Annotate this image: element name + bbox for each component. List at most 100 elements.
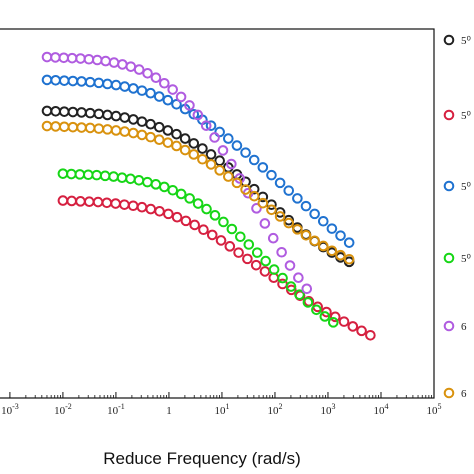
data-point bbox=[209, 132, 220, 143]
data-point bbox=[248, 154, 260, 166]
data-point bbox=[41, 51, 53, 63]
data-point bbox=[300, 229, 312, 241]
x-tick-label: 101 bbox=[214, 402, 229, 417]
data-point bbox=[136, 85, 148, 96]
data-point bbox=[243, 239, 255, 250]
data-point bbox=[110, 79, 122, 91]
x-tick-label: 10-3 bbox=[1, 402, 19, 417]
data-point bbox=[154, 205, 165, 217]
data-point bbox=[319, 311, 331, 322]
data-point bbox=[58, 75, 70, 86]
legend-label: 5⁰ bbox=[461, 35, 472, 47]
data-point bbox=[58, 121, 70, 133]
data-point bbox=[226, 158, 237, 170]
data-point bbox=[217, 145, 229, 156]
x-tick-label: 105 bbox=[427, 402, 442, 417]
data-point bbox=[91, 169, 103, 181]
data-point bbox=[153, 134, 165, 145]
data-point bbox=[215, 235, 227, 246]
data-point bbox=[188, 149, 200, 160]
data-point bbox=[259, 218, 271, 229]
x-axis-ticks: 10-3 10-2 10-1 1 101 102 103 104 105 bbox=[1, 392, 442, 417]
data-point bbox=[41, 74, 53, 86]
data-point bbox=[205, 120, 217, 131]
legend-marker bbox=[443, 180, 455, 192]
data-point bbox=[159, 77, 170, 89]
data-point bbox=[119, 81, 131, 92]
data-point bbox=[285, 281, 297, 292]
data-point bbox=[180, 215, 192, 227]
data-point bbox=[347, 321, 359, 332]
data-point bbox=[117, 59, 128, 70]
data-point bbox=[66, 52, 78, 64]
data-point bbox=[76, 107, 87, 118]
data-point bbox=[223, 133, 234, 144]
data-point bbox=[224, 241, 236, 252]
series-6 bbox=[41, 120, 355, 265]
data-point bbox=[133, 64, 145, 75]
legend-label: 6 bbox=[461, 388, 467, 400]
data-point bbox=[162, 125, 174, 136]
data-point bbox=[142, 176, 153, 188]
data-point bbox=[150, 72, 162, 84]
data-point bbox=[284, 260, 296, 271]
data-point bbox=[179, 133, 191, 144]
data-point bbox=[223, 171, 234, 182]
data-point bbox=[128, 127, 139, 139]
legend: 5⁰ 5⁰ 5⁰ 5⁰ 6 6 bbox=[443, 34, 472, 400]
data-point bbox=[162, 94, 174, 106]
data-point bbox=[233, 247, 244, 258]
data-point bbox=[251, 203, 262, 214]
data-point bbox=[91, 54, 103, 66]
data-point bbox=[329, 311, 341, 323]
series-2 bbox=[57, 195, 376, 341]
data-point bbox=[209, 210, 221, 221]
data-point bbox=[276, 246, 287, 258]
data-point bbox=[327, 317, 339, 328]
data-point bbox=[338, 316, 350, 327]
legend-marker bbox=[443, 109, 455, 121]
data-point bbox=[266, 169, 277, 181]
data-point bbox=[309, 208, 320, 220]
data-point bbox=[84, 76, 96, 88]
data-point bbox=[184, 193, 195, 204]
data-point bbox=[128, 83, 139, 94]
data-point bbox=[171, 128, 182, 140]
data-point bbox=[145, 203, 157, 215]
data-point bbox=[188, 138, 200, 149]
data-point bbox=[192, 198, 204, 209]
data-point bbox=[82, 169, 94, 181]
data-point bbox=[76, 76, 87, 87]
data-point bbox=[283, 217, 295, 229]
data-point bbox=[93, 108, 105, 120]
data-point bbox=[317, 215, 329, 227]
data-point bbox=[274, 177, 286, 189]
data-point bbox=[226, 223, 238, 235]
data-point bbox=[326, 223, 338, 234]
legend-marker bbox=[443, 320, 455, 332]
data-point bbox=[189, 219, 200, 231]
data-point bbox=[67, 121, 79, 133]
data-point bbox=[205, 149, 217, 160]
data-point bbox=[133, 174, 145, 186]
data-point bbox=[41, 120, 53, 132]
data-point bbox=[317, 240, 329, 252]
data-point bbox=[119, 112, 131, 123]
x-tick-label: 10-2 bbox=[54, 402, 72, 417]
data-point bbox=[214, 126, 225, 138]
data-point bbox=[110, 125, 122, 136]
data-point bbox=[127, 200, 139, 212]
series-1 bbox=[41, 105, 355, 268]
data-point bbox=[84, 107, 96, 119]
data-point bbox=[205, 159, 217, 170]
data-point bbox=[293, 272, 304, 284]
data-point bbox=[167, 184, 179, 196]
data-point bbox=[125, 173, 136, 185]
data-point bbox=[343, 237, 355, 248]
data-point bbox=[356, 325, 367, 337]
data-point bbox=[83, 53, 95, 65]
data-point bbox=[231, 140, 243, 151]
data-point bbox=[192, 109, 204, 121]
data-point bbox=[50, 121, 61, 132]
